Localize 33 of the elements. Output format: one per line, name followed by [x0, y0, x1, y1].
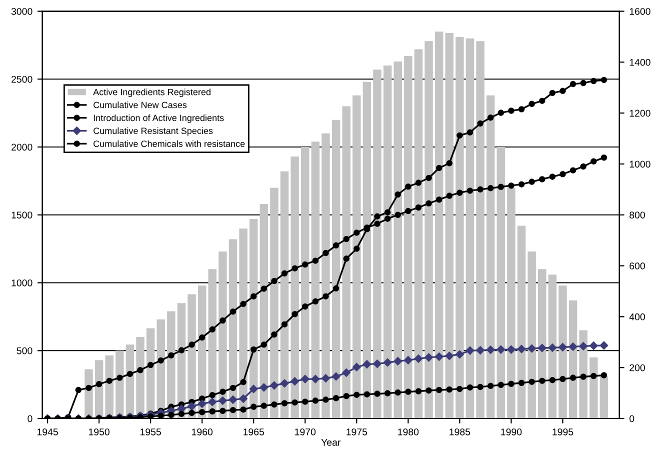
y2-tick-label: 400 — [629, 313, 645, 320]
legend-label: Cumulative Resistant Species — [94, 127, 213, 136]
x-tick-label: 1945 — [37, 428, 58, 436]
y2-tick-label: 1200 — [630, 110, 650, 117]
legend-label: Cumulative New Cases — [94, 102, 187, 108]
y-tick-label: 3000 — [11, 8, 32, 15]
y2-tick-label: 600 — [630, 262, 645, 270]
y2-tick-label: 1600 — [630, 8, 650, 15]
y-tick-label: 2000 — [12, 144, 32, 151]
y-tick-label: 2500 — [12, 76, 32, 83]
legend-label: Active Ingredients Registered — [93, 88, 210, 98]
x-tick-label: 1960 — [192, 428, 213, 436]
x-tick-label: 1950 — [88, 428, 110, 436]
y2-tick-label: 800 — [630, 212, 645, 218]
x-tick-label: 1995 — [552, 428, 574, 436]
x-axis-title: Year — [321, 439, 341, 446]
x-tick-label: 1980 — [398, 428, 419, 436]
x-tick-label: 1955 — [140, 428, 161, 436]
y-tick-label: 0 — [28, 415, 32, 422]
y-tick-label: 500 — [16, 347, 32, 354]
x-tick-label: 1970 — [295, 428, 316, 436]
legend-label: Cumulative Chemicals with resistance — [94, 140, 245, 147]
x-tick-label: 1965 — [244, 428, 264, 436]
x-tick-label: 1975 — [346, 428, 368, 436]
x-tick-label: 1990 — [501, 428, 522, 436]
y2-tick-label: 1400 — [630, 58, 650, 66]
x-tick-label: 1985 — [450, 428, 470, 436]
y-tick-label: 1500 — [12, 212, 32, 218]
y-tick-label: 1000 — [12, 279, 32, 286]
y2-tick-label: 0 — [630, 415, 634, 422]
y2-tick-label: 200 — [630, 364, 645, 372]
y2-tick-label: 1000 — [630, 160, 650, 168]
legend-label: Introduction of Active Ingredients — [94, 114, 224, 123]
